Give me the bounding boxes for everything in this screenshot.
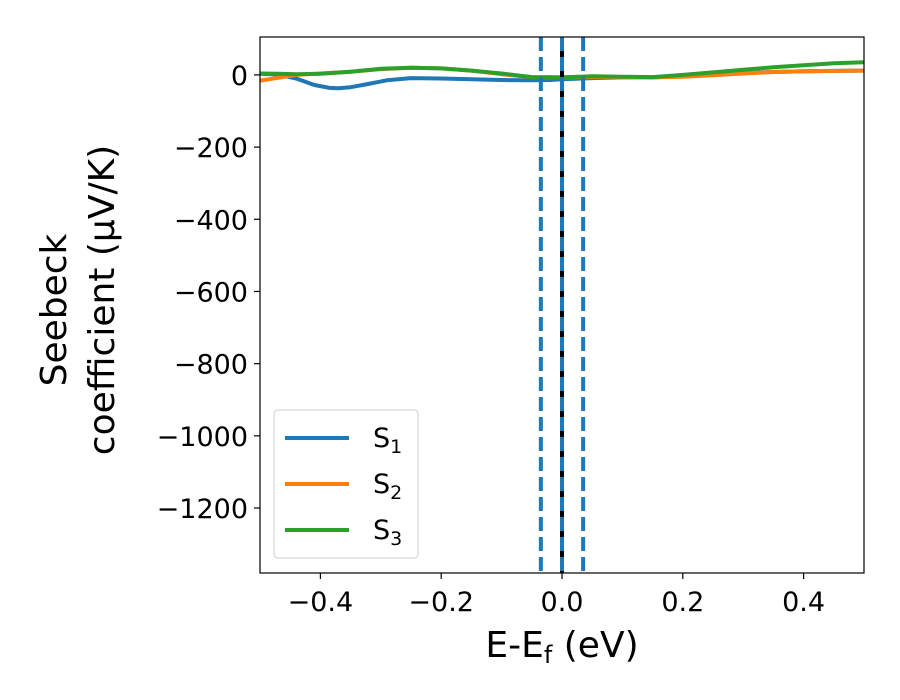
series-line-s3 [260, 60, 864, 80]
y-tick-label: −800 [174, 350, 248, 381]
x-tick-label: 0.4 [782, 587, 825, 618]
axis-ticks: −0.4 −0.2 0.0 0.2 0.4 0 −200 −400 −600 −800 −1000 −… [157, 61, 825, 618]
x-axis-label-unit: (eV) [552, 625, 638, 666]
y-tick-label: −1200 [157, 494, 248, 525]
y-tick-label: −600 [174, 277, 248, 308]
y-tick-label: −1000 [157, 422, 248, 453]
x-axis-label-main: E-E [485, 625, 543, 666]
legend: S1 S2 S3 [273, 409, 419, 559]
x-axis-label-subscript: f [544, 641, 553, 669]
plot-area [260, 37, 864, 573]
y-tick-label: 0 [231, 61, 248, 92]
x-tick-label: 0.0 [541, 587, 584, 618]
x-tick-label: 0.2 [661, 587, 704, 618]
y-tick-label: −400 [174, 205, 248, 236]
y-axis-label-line2: coefficient (μV/K) [82, 145, 123, 455]
legend-label-s2: S2 [373, 469, 402, 504]
x-tick-label: −0.4 [288, 587, 354, 618]
legend-label-s3: S3 [373, 515, 402, 550]
x-axis-label: E-Ef (eV) [485, 625, 638, 669]
y-tick-label: −200 [174, 133, 248, 164]
x-tick-label: −0.2 [408, 587, 474, 618]
legend-label-s1: S1 [373, 423, 402, 458]
y-axis-label-line1: Seebeck [34, 233, 75, 386]
